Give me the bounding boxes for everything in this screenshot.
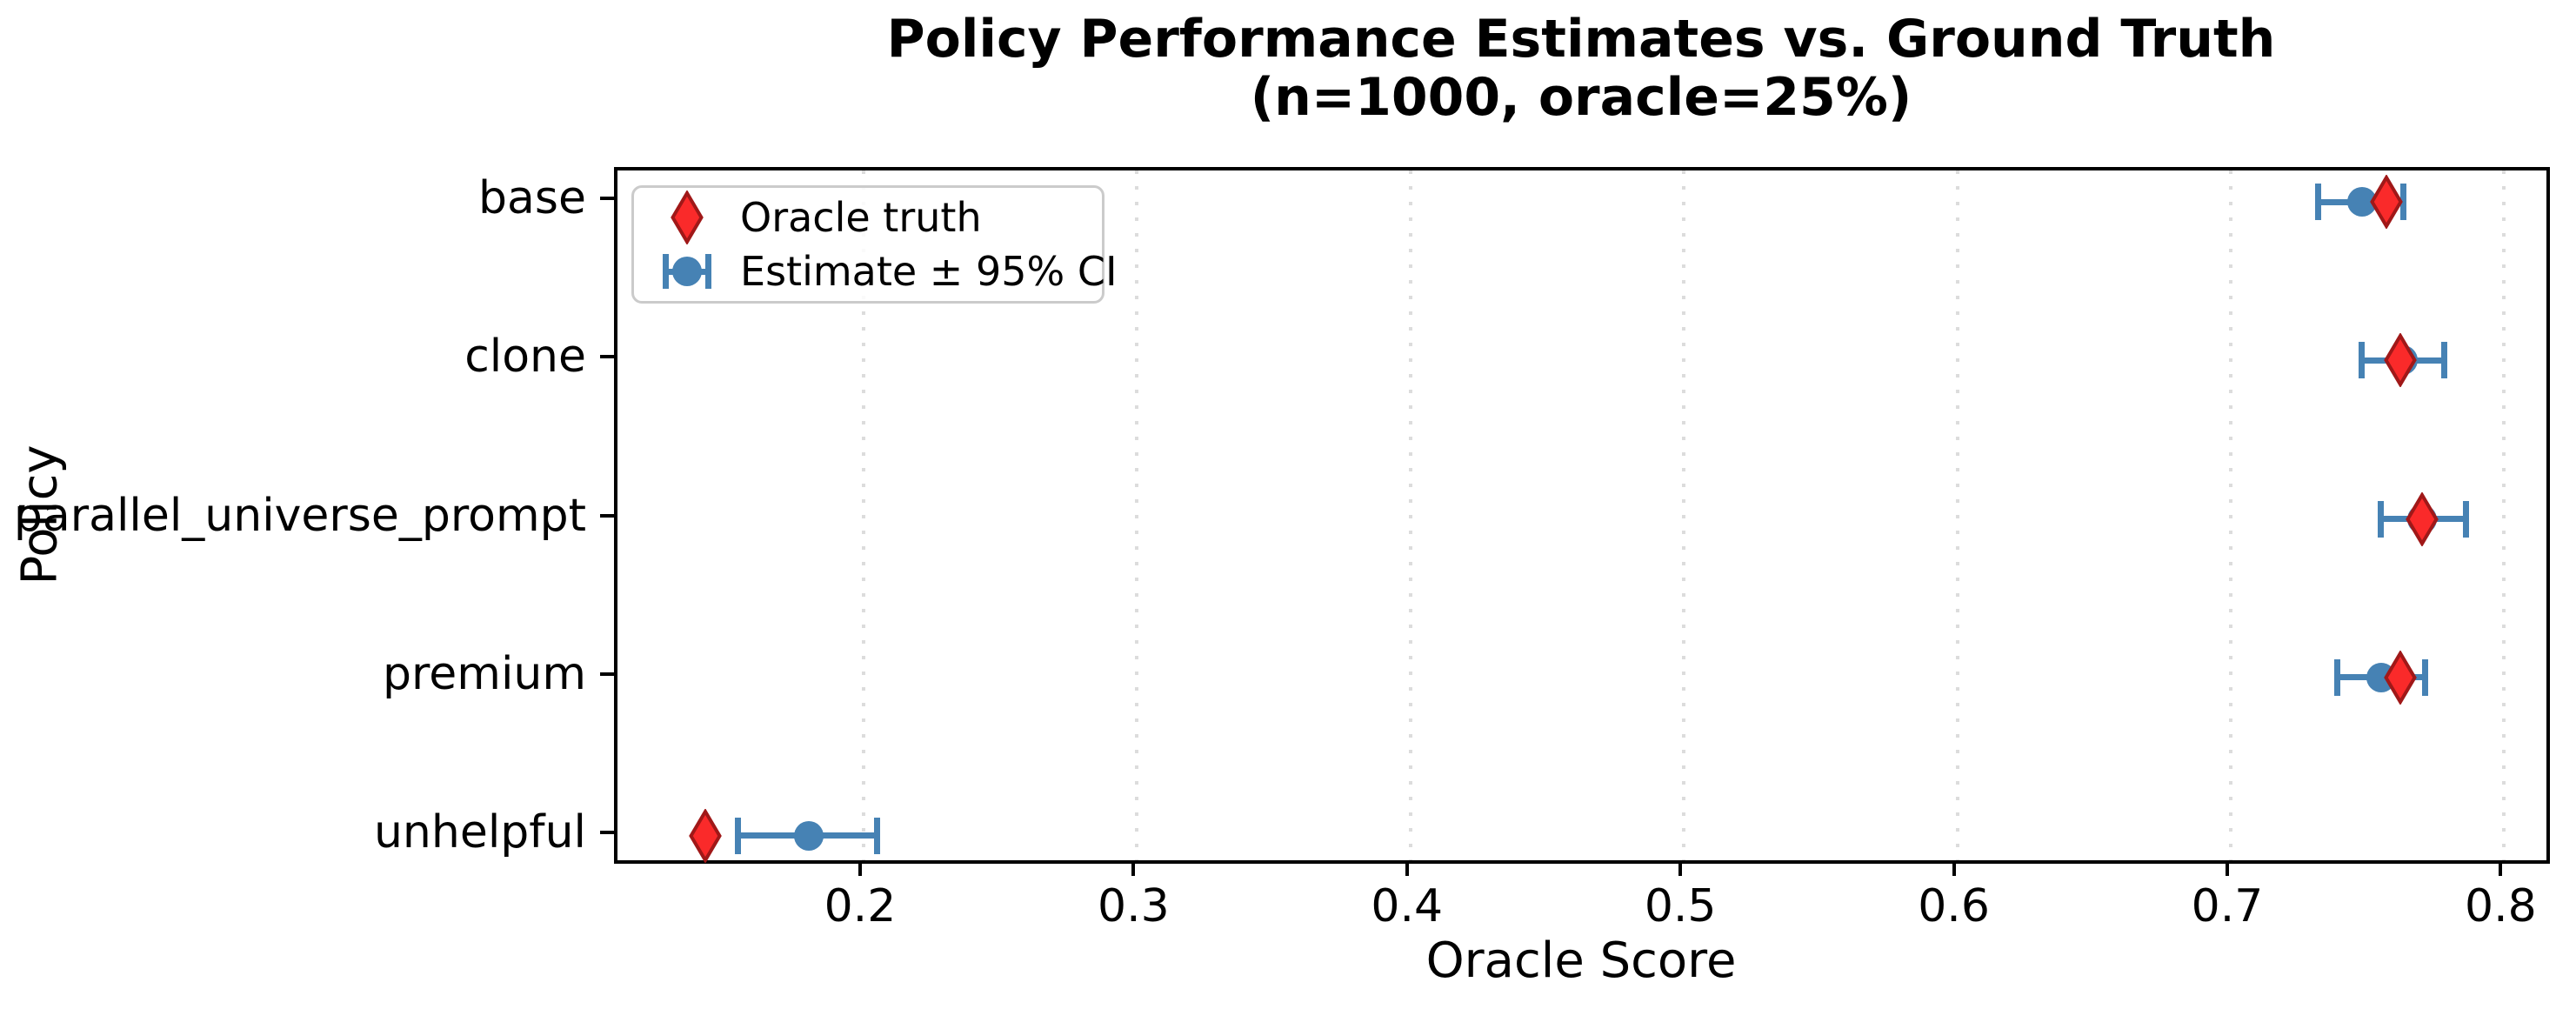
y-tick-label: unhelpful xyxy=(373,805,586,859)
x-axis-label: Oracle Score xyxy=(1425,932,1737,989)
gridline xyxy=(2502,170,2506,860)
gridline xyxy=(1955,170,1959,860)
legend-label-estimate: Estimate ± 95% CI xyxy=(740,248,1118,296)
error-bar-cap-low xyxy=(2315,184,2322,221)
error-bar-cap-high xyxy=(2440,342,2447,379)
error-bar-cap-low xyxy=(2359,342,2366,379)
x-tick-label: 0.2 xyxy=(824,880,897,932)
y-tick xyxy=(600,672,614,676)
gridline xyxy=(1682,170,1686,860)
chart-title: Policy Performance Estimates vs. Ground … xyxy=(887,10,2276,127)
x-tick-label: 0.3 xyxy=(1098,880,1170,932)
oracle-marker xyxy=(2383,649,2418,708)
chart-title-line2: (n=1000, oracle=25%) xyxy=(1250,67,1912,129)
y-tick-label: base xyxy=(478,172,586,225)
x-tick xyxy=(2499,862,2503,876)
error-bar-cap-low xyxy=(2378,500,2385,538)
y-tick xyxy=(600,513,614,518)
error-bar-cap-high xyxy=(874,817,881,854)
x-tick-label: 0.4 xyxy=(1371,880,1444,932)
x-tick xyxy=(858,862,862,876)
y-tick xyxy=(600,355,614,359)
oracle-marker xyxy=(688,807,723,866)
oracle-marker xyxy=(2383,332,2418,391)
diamond-icon xyxy=(634,190,740,244)
y-tick-label: clone xyxy=(464,331,586,384)
error-bar-cap-low xyxy=(2334,658,2341,696)
oracle-marker xyxy=(2405,491,2439,550)
estimate-marker xyxy=(794,820,824,851)
error-bar-cap-high xyxy=(2421,658,2428,696)
gridline xyxy=(2229,170,2232,860)
y-tick-label: premium xyxy=(383,647,586,700)
gridline xyxy=(1135,170,1139,860)
error-bar-cap-high xyxy=(2399,184,2406,221)
gridline xyxy=(1408,170,1412,860)
gridline xyxy=(861,170,865,860)
legend-row-estimate: Estimate ± 95% CI xyxy=(634,244,1118,298)
error-bar-cap-high xyxy=(2462,500,2469,538)
y-tick-label: parallel_universe_prompt xyxy=(13,489,586,542)
y-tick xyxy=(600,830,614,834)
x-tick xyxy=(1405,862,1409,876)
error-bar-cap-low xyxy=(734,817,741,854)
legend-label-oracle: Oracle truth xyxy=(740,193,982,241)
y-tick xyxy=(600,197,614,201)
x-tick xyxy=(1678,862,1683,876)
legend: Oracle truth Estimate ± 95% CI xyxy=(631,185,1118,304)
x-tick-label: 0.7 xyxy=(2191,880,2264,932)
circle-errorbar-icon xyxy=(634,251,740,291)
chart-title-line1: Policy Performance Estimates vs. Ground … xyxy=(886,9,2276,70)
x-tick-label: 0.5 xyxy=(1644,880,1717,932)
x-tick xyxy=(1952,862,1956,876)
legend-row-oracle: Oracle truth xyxy=(634,190,1102,244)
x-tick-label: 0.8 xyxy=(2465,880,2537,932)
x-tick-label: 0.6 xyxy=(1918,880,1990,932)
oracle-marker xyxy=(2369,174,2404,232)
x-tick xyxy=(1131,862,1136,876)
x-tick xyxy=(2226,862,2229,876)
